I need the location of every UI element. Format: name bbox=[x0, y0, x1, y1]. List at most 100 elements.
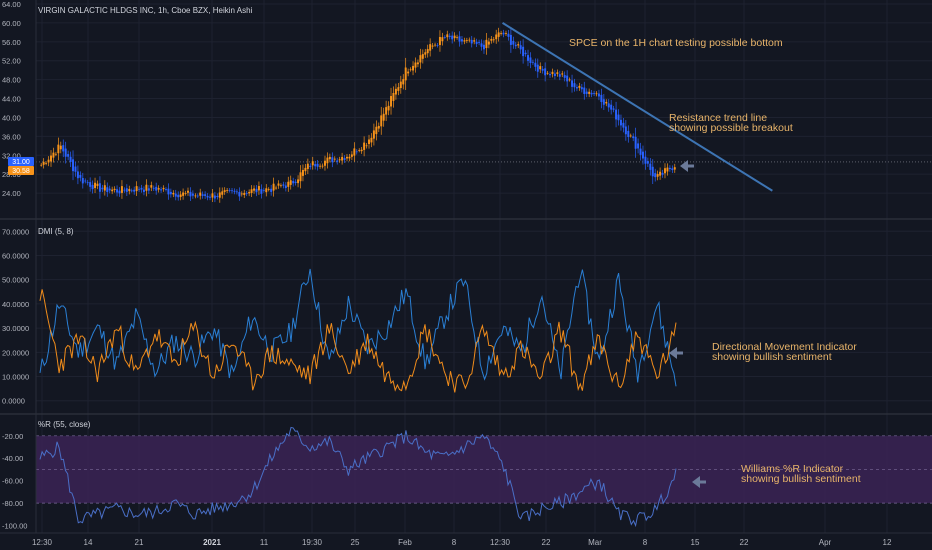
candle-body bbox=[116, 189, 119, 193]
price-pane[interactable]: VIRGIN GALACTIC HLDGS INC, 1h, Cboe BZX,… bbox=[36, 6, 932, 203]
resistance-trend-line[interactable] bbox=[502, 22, 773, 192]
candle-body bbox=[167, 188, 170, 195]
candle-body bbox=[265, 188, 268, 193]
time-tick-label: 14 bbox=[84, 538, 93, 547]
candle-body bbox=[142, 189, 145, 192]
candle-body bbox=[257, 186, 260, 191]
candle-body bbox=[649, 163, 652, 170]
candle-body bbox=[468, 39, 471, 41]
candle-body bbox=[311, 161, 314, 166]
candle-body bbox=[172, 192, 175, 195]
williams-pane[interactable]: %R (55, close) Williams %R Indicator sho… bbox=[36, 420, 932, 528]
candle-body bbox=[248, 192, 251, 194]
candle-body bbox=[590, 92, 593, 95]
candle-body bbox=[436, 45, 439, 46]
time-tick-label: Feb bbox=[398, 538, 412, 547]
williams-tick-label: -40.00 bbox=[2, 454, 23, 463]
candle-body bbox=[470, 39, 473, 44]
candle-body bbox=[319, 165, 322, 167]
candle-body bbox=[641, 151, 644, 159]
candle-body bbox=[424, 52, 427, 55]
candle-body bbox=[668, 167, 671, 170]
chart-title: VIRGIN GALACTIC HLDGS INC, 1h, Cboe BZX,… bbox=[38, 6, 253, 15]
candle-body bbox=[458, 36, 461, 42]
candle-body bbox=[409, 69, 412, 71]
candle-body bbox=[108, 188, 111, 191]
candle-body bbox=[482, 44, 485, 50]
dmi-y-axis[interactable]: 70.0000 60.0000 50.0000 40.0000 30.0000 20.00… bbox=[2, 227, 29, 405]
candle-body bbox=[47, 159, 50, 163]
candle-body bbox=[539, 66, 542, 70]
price-badge-marker: 31.00 bbox=[8, 157, 34, 166]
candle-body bbox=[353, 148, 356, 156]
candle-body bbox=[563, 75, 566, 78]
candle-body bbox=[571, 80, 574, 87]
candle-body bbox=[600, 94, 603, 103]
candle-body bbox=[270, 188, 273, 192]
time-tick-label: 12:30 bbox=[32, 538, 53, 547]
candle-body bbox=[370, 137, 373, 143]
annotation-dmi-line1: Directional Movement Indicator bbox=[712, 341, 857, 353]
candle-body bbox=[213, 195, 216, 199]
candle-body bbox=[243, 192, 246, 195]
candle-body bbox=[89, 182, 92, 187]
arrow-price-icon bbox=[680, 160, 694, 172]
candle-body bbox=[125, 188, 128, 192]
time-tick-label: 25 bbox=[351, 538, 360, 547]
candle-body bbox=[314, 164, 317, 167]
candle-body bbox=[76, 171, 79, 179]
candle-body bbox=[473, 40, 476, 42]
time-tick-label: 2021 bbox=[203, 538, 221, 547]
candle-body bbox=[279, 185, 282, 187]
candle-body bbox=[240, 193, 243, 195]
annotation-williams-line2: showing bullish sentiment bbox=[741, 473, 861, 485]
candle-body bbox=[390, 96, 393, 107]
candle-body bbox=[253, 188, 256, 191]
williams-y-axis[interactable]: -20.00 -40.00 -60.00 -80.00 -100.00 bbox=[2, 432, 27, 531]
candle-body bbox=[341, 156, 344, 161]
candle-body bbox=[316, 163, 319, 167]
candle-body bbox=[191, 193, 194, 196]
candle-body bbox=[607, 103, 610, 108]
candle-body bbox=[375, 126, 378, 135]
candle-body bbox=[512, 40, 515, 45]
candle-body bbox=[57, 144, 60, 154]
candle-body bbox=[69, 156, 72, 162]
annotation-title-note: SPCE on the 1H chart testing possible bo… bbox=[569, 37, 783, 49]
candle-body bbox=[385, 107, 388, 115]
candle-body bbox=[546, 72, 549, 74]
candle-body bbox=[394, 88, 397, 95]
time-tick-label: 11 bbox=[260, 538, 269, 547]
candle-body bbox=[346, 156, 348, 159]
candle-body bbox=[434, 44, 437, 46]
candle-body bbox=[64, 148, 67, 157]
candle-body bbox=[414, 62, 417, 68]
candle-body bbox=[218, 192, 221, 198]
time-x-axis[interactable]: 12:30 14 21 2021 11 19:30 25 Feb 8 12:30 22 Mar 8 15 2… bbox=[32, 538, 892, 547]
candle-body bbox=[558, 74, 561, 77]
candle-body bbox=[421, 54, 424, 59]
candle-body bbox=[407, 71, 410, 74]
price-tick-label: 64.00 bbox=[2, 0, 21, 9]
candle-body bbox=[490, 38, 493, 41]
williams-r-line bbox=[39, 426, 677, 528]
candle-body bbox=[431, 45, 434, 47]
candle-body bbox=[593, 93, 596, 94]
candle-body bbox=[209, 196, 211, 198]
svg-text:31.00: 31.00 bbox=[12, 159, 30, 166]
candle-body bbox=[387, 105, 390, 111]
candle-body bbox=[363, 142, 366, 150]
time-tick-label: 21 bbox=[135, 538, 144, 547]
time-tick-label: 8 bbox=[643, 538, 648, 547]
candle-body bbox=[448, 35, 451, 37]
dmi-pane[interactable]: DMI (5, 8) Directional Movement Indicato… bbox=[38, 227, 857, 393]
candle-body bbox=[321, 165, 324, 167]
candle-body bbox=[634, 136, 637, 149]
candle-body bbox=[651, 166, 654, 177]
candle-body bbox=[441, 37, 444, 42]
candle-body bbox=[465, 40, 468, 41]
candle-body bbox=[103, 185, 106, 191]
candle-body bbox=[294, 181, 297, 183]
dmi-tick-label: 20.0000 bbox=[2, 348, 29, 357]
candle-body bbox=[610, 104, 613, 110]
